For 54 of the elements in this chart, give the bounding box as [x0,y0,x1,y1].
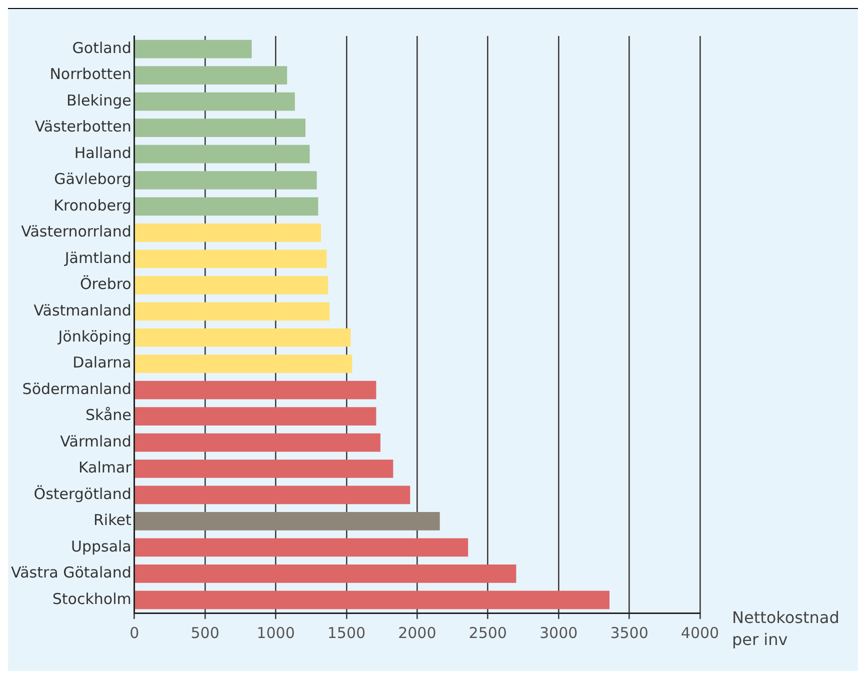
y-tick-label: Östergötland [34,484,132,503]
y-tick-label: Riket [94,511,132,530]
y-tick-label: Gotland [72,39,132,58]
y-tick-label: Örebro [80,275,132,294]
y-tick-label: Stockholm [52,590,132,608]
bar [135,486,410,504]
y-tick-label: Värmland [60,432,132,450]
y-tick-label: Jämtland [64,248,132,267]
bar [135,40,252,58]
bar [135,433,380,452]
x-tick-label: 1500 [327,624,366,642]
bar [135,118,306,137]
bar [135,171,317,190]
bar [135,460,394,478]
x-axis-title: Nettokostnad per inv [732,607,840,651]
bar [135,224,322,242]
bar [135,590,610,610]
x-tick-label: 500 [190,624,220,642]
y-tick-label: Västernorrland [21,222,132,241]
bar [135,276,328,294]
y-tick-label: Västmanland [34,301,132,320]
y-tick-label: Norrbotten [50,65,132,84]
x-tick-label: 4000 [680,624,720,642]
x-tick-label: 1000 [256,624,295,642]
bar [135,512,440,530]
bar [135,92,295,111]
bar [135,302,330,321]
bar [135,144,310,164]
x-tick-label: 3000 [540,624,578,642]
bar [135,354,352,374]
y-tick-label: Dalarna [72,354,132,372]
y-tick-label: Blekinge [66,91,132,110]
y-tick-label: Kalmar [78,458,132,477]
bar [135,250,327,268]
y-tick-label: Uppsala [70,537,132,556]
y-tick-label: Gävleborg [54,170,132,188]
bar [135,328,351,347]
x-tick-label: 2000 [398,624,436,642]
y-tick-label: Jönköping [57,328,132,346]
y-tick-label: Västra Götaland [11,564,132,582]
y-tick-label: Kronoberg [54,196,132,214]
y-tick-label: Västerbotten [34,118,132,136]
y-tick-label: Halland [74,144,132,162]
bar [135,538,468,557]
bar [135,380,376,400]
bar [135,564,516,583]
y-tick-label: Skåne [86,406,132,424]
x-tick-label: 2500 [468,624,507,642]
x-tick-label: 0 [130,624,140,642]
bar [135,66,288,85]
bar [135,197,318,216]
x-tick-label: 3500 [610,624,648,642]
y-tick-label: Södermanland [22,380,132,398]
bar [135,407,376,426]
